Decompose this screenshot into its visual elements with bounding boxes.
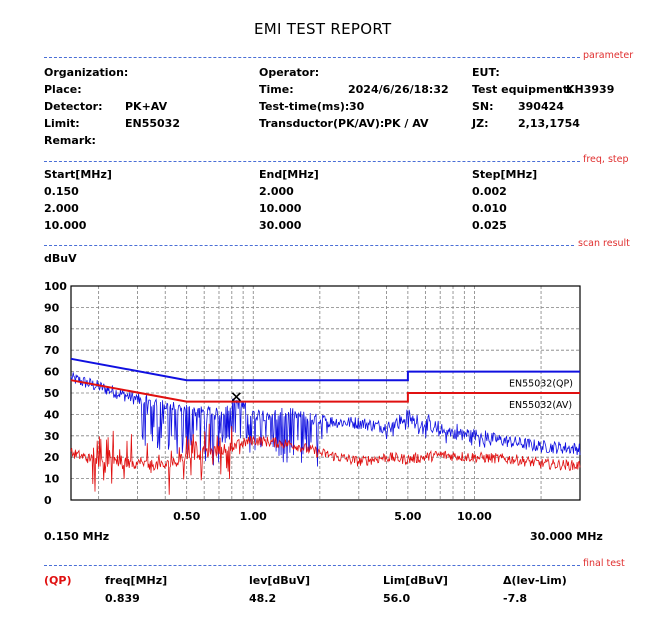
test-equipment-label: Test equipment:: [472, 83, 573, 96]
transductor-value: PK / AV: [384, 117, 429, 130]
time-value: 2024/6/26/18:32: [348, 83, 449, 96]
freq-end-cell: 10.000: [259, 202, 302, 215]
x-tick-label: 0.50: [173, 510, 200, 523]
y-tick-label: 80: [44, 323, 60, 336]
freq-value: 0.839: [105, 592, 140, 605]
freq-start-cell: 2.000: [44, 202, 79, 215]
qp-tag: (QP): [44, 574, 72, 587]
sn-label: SN:: [472, 100, 494, 113]
test-time-value: 30: [349, 100, 365, 113]
freq-step-cell: 0.002: [472, 185, 507, 198]
scan-result-section-tag: scan result: [578, 238, 630, 249]
level-value: 48.2: [249, 592, 277, 605]
qp-limit-line: [70, 357, 580, 382]
chart-y-unit-label: dBuV: [44, 252, 77, 265]
freq-step-cell: 0.010: [472, 202, 507, 215]
limit-value: EN55032: [125, 117, 180, 130]
peak-trace: [70, 372, 581, 467]
jz-value: 2,13,1754: [518, 117, 580, 130]
sn-value: 390424: [518, 100, 564, 113]
test-equipment-value: KH3939: [566, 83, 615, 96]
qp-limit-label: EN55032(QP): [509, 379, 573, 390]
limit-header: Lim[dBuV]: [383, 574, 448, 587]
parameter-section-tag: parameter: [583, 50, 634, 61]
av-limit-line: [70, 379, 580, 403]
final-test-section-tag: final test: [583, 558, 625, 569]
transductor-label: Transductor(PK/AV):: [259, 117, 385, 130]
y-tick-label: 60: [44, 366, 60, 379]
operator-label: Operator:: [259, 66, 320, 79]
detector-label: Detector:: [44, 100, 103, 113]
freq-step-section-tag: freq, step: [583, 154, 629, 165]
delta-value: -7.8: [503, 592, 528, 605]
step-header: Step[MHz]: [472, 168, 538, 181]
freq-end-cell: 2.000: [259, 185, 294, 198]
final-test-separator: [44, 565, 580, 566]
y-tick-label: 50: [44, 387, 60, 400]
test-time-label: Test-time(ms):: [259, 100, 350, 113]
time-label: Time:: [259, 83, 294, 96]
freq-header: freq[MHz]: [105, 574, 168, 587]
y-tick-label: 20: [44, 451, 60, 464]
detector-value: PK+AV: [125, 100, 168, 113]
end-header: End[MHz]: [259, 168, 319, 181]
jz-label: JZ:: [472, 117, 489, 130]
y-tick-label: 0: [44, 494, 52, 507]
y-tick-label: 90: [44, 301, 60, 314]
y-tick-label: 30: [44, 430, 60, 443]
x-end-label: 30.000 MHz: [530, 530, 603, 543]
x-tick-label: 5.00: [394, 510, 421, 523]
y-tick-label: 70: [44, 344, 60, 357]
eut-label: EUT:: [472, 66, 500, 79]
freq-start-cell: 10.000: [44, 219, 87, 232]
organization-label: Organization:: [44, 66, 129, 79]
x-start-label: 0.150 MHz: [44, 530, 110, 543]
freq-start-cell: 0.150: [44, 185, 79, 198]
scan-result-separator: [44, 245, 574, 246]
parameter-separator: [44, 57, 580, 58]
remark-label: Remark:: [44, 134, 96, 147]
av-limit-label: EN55032(AV): [509, 400, 572, 411]
freq-step-separator: [44, 161, 580, 162]
freq-end-cell: 30.000: [259, 219, 302, 232]
y-tick-label: 40: [44, 408, 60, 421]
y-tick-label: 10: [44, 473, 60, 486]
measurement-marker: [231, 392, 241, 402]
report-title: EMI TEST REPORT: [254, 20, 392, 38]
level-header: lev[dBuV]: [249, 574, 311, 587]
freq-step-cell: 0.025: [472, 219, 507, 232]
place-label: Place:: [44, 83, 82, 96]
limit-result-value: 56.0: [383, 592, 411, 605]
x-tick-label: 10.00: [457, 510, 492, 523]
limit-label: Limit:: [44, 117, 80, 130]
start-header: Start[MHz]: [44, 168, 112, 181]
x-tick-label: 1.00: [240, 510, 267, 523]
y-tick-label: 100: [44, 280, 67, 293]
average-trace: [70, 423, 581, 495]
delta-header: Δ(lev-Lim): [503, 574, 567, 587]
